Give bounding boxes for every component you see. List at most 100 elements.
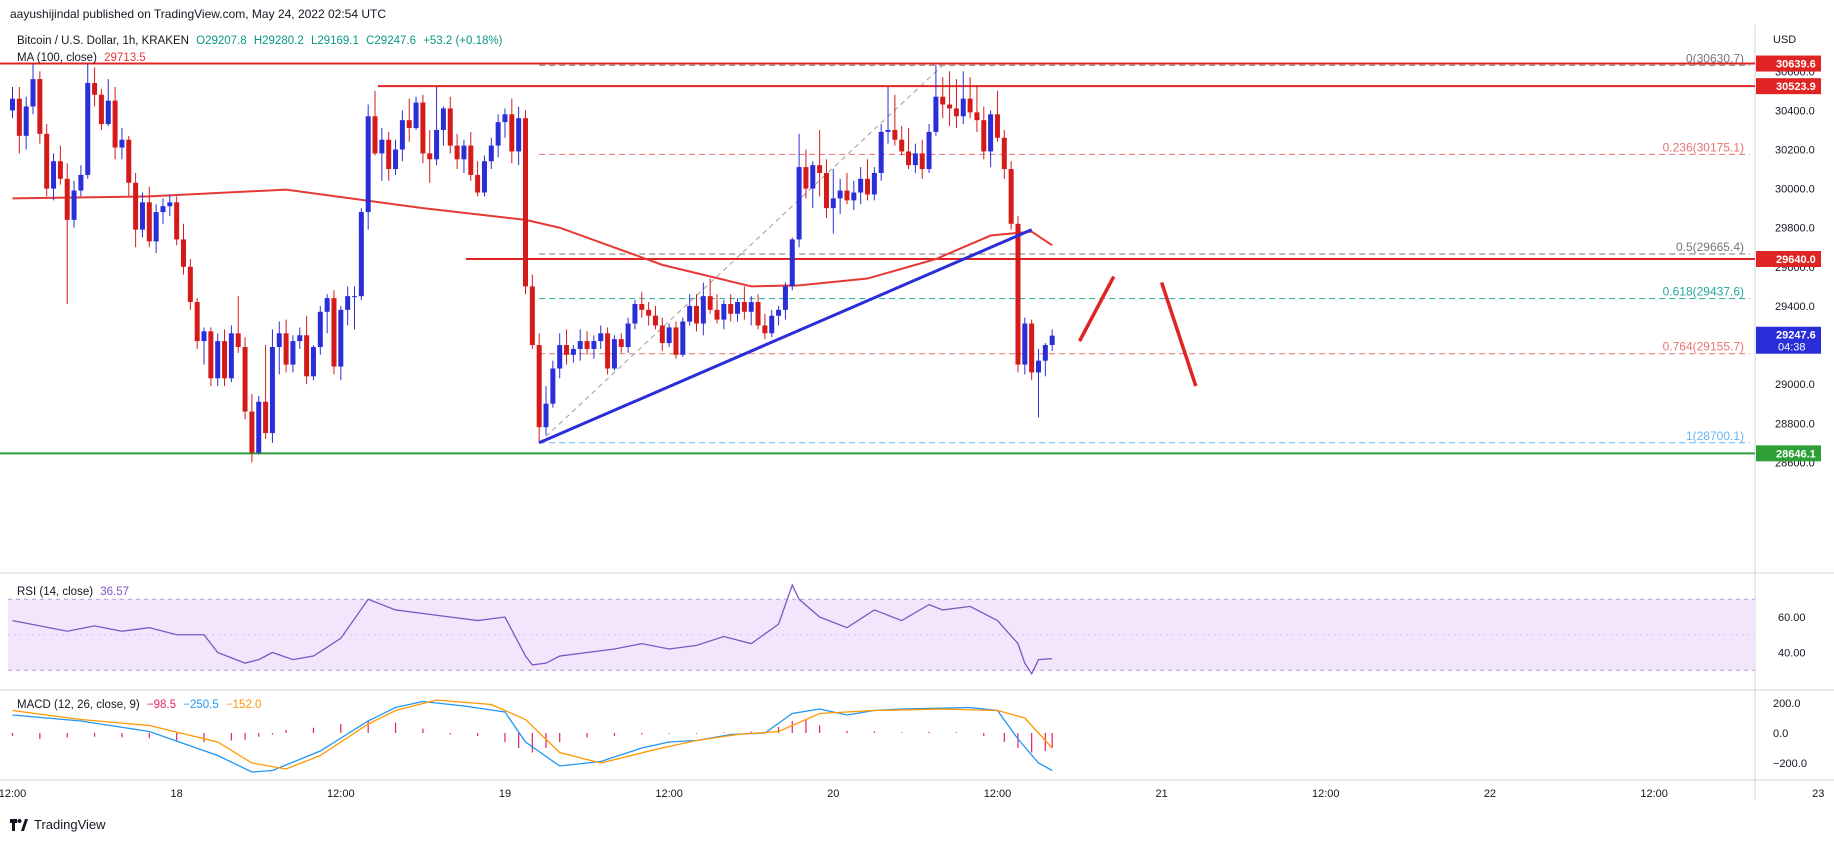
candle-body <box>71 190 77 220</box>
candle-body <box>933 96 939 132</box>
candle-body <box>317 311 323 347</box>
candle-body <box>741 302 747 312</box>
symbol-name: Bitcoin / U.S. Dollar, 1h, KRAKEN <box>17 35 189 47</box>
bullish-trendline <box>538 228 1033 445</box>
ohlc-open: O29207.8 <box>196 35 247 47</box>
price-change: +53.2 (+0.18%) <box>423 35 503 47</box>
candle-body <box>1042 345 1048 361</box>
candle-body <box>570 348 576 355</box>
level-tag-resistance-top <box>1756 55 1821 72</box>
macd-signal-value: −152.0 <box>225 699 262 711</box>
rsi-legend[interactable]: RSI (14, close) 36.57 <box>17 586 129 598</box>
candle-body <box>399 120 405 150</box>
macd-tick: 0.0 <box>1773 728 1788 740</box>
candle-body <box>871 172 877 195</box>
fibonacci-retracement[interactable]: 0(30630.7) 0.236(30175.1) 0.5(29665.4) 0.61… <box>538 51 1750 444</box>
macd-signal-line <box>12 699 1053 770</box>
candle-body <box>960 98 966 117</box>
candle-body <box>276 333 282 347</box>
candle-body <box>673 327 679 355</box>
candle-body <box>461 145 467 160</box>
candle-body <box>687 305 693 322</box>
candle-body <box>10 98 15 111</box>
candle-body <box>249 411 255 453</box>
drawings-layer[interactable] <box>538 228 1198 445</box>
rsi-pane: 60.00 40.00 <box>8 583 1806 676</box>
time-tick: 22 <box>1484 788 1496 800</box>
candle-body <box>269 346 275 434</box>
level-tag-text-support: 28646.1 <box>1776 448 1816 460</box>
fib-label-1: 1(28700.1) <box>1686 429 1744 443</box>
candle-body <box>947 104 953 109</box>
candle-body <box>413 102 419 128</box>
candle-body <box>324 298 330 312</box>
candle-body <box>611 339 617 369</box>
candle-body <box>372 116 378 154</box>
candle-body <box>85 83 91 175</box>
candle-body <box>126 139 132 183</box>
candle-body <box>440 108 446 130</box>
candle-body <box>865 178 870 195</box>
candle-body <box>830 198 836 209</box>
candle-body <box>30 79 36 107</box>
candle-body <box>652 315 658 326</box>
ma-label: MA (100, close) <box>17 52 97 64</box>
candle-body <box>386 139 392 170</box>
ohlc-close: C29247.6 <box>366 35 416 47</box>
candle-body <box>454 145 460 160</box>
candle-body <box>57 161 63 179</box>
candle-body <box>338 309 344 367</box>
candle-body <box>967 98 973 113</box>
candle-body <box>495 122 501 146</box>
candle-body <box>858 178 864 193</box>
candle-body <box>256 401 262 453</box>
axes-layer[interactable]: 30600.030400.030200.030000.029800.029600… <box>0 55 1834 800</box>
candle-body <box>823 172 829 209</box>
candle-body <box>174 202 180 240</box>
candle-body <box>598 333 604 342</box>
candle-body <box>659 325 665 344</box>
rsi-tick: 40.00 <box>1778 648 1806 660</box>
candle-body <box>468 145 474 175</box>
publish-line: aayushijindal published on TradingView.c… <box>10 7 387 21</box>
ma-legend[interactable]: MA (100, close) 29713.5 <box>17 52 146 64</box>
projection-stroke-1 <box>1077 275 1116 342</box>
candle-body <box>776 309 782 316</box>
rsi-line <box>12 583 1053 676</box>
candle-body <box>837 190 843 199</box>
candle-body <box>796 167 802 240</box>
candle-body <box>379 139 385 154</box>
candle-body <box>769 315 775 334</box>
price-tick: 29800.0 <box>1775 223 1815 235</box>
candles-layer <box>10 63 1055 463</box>
candle-body <box>639 303 645 310</box>
candle-body <box>755 302 761 326</box>
price-tick: 28800.0 <box>1775 418 1815 430</box>
candle-body <box>700 296 706 324</box>
current-price-tag <box>1756 326 1821 354</box>
candle-countdown: 04:38 <box>1778 342 1806 354</box>
tradingview-footer[interactable]: TradingView <box>10 817 106 832</box>
candle-body <box>666 327 672 344</box>
candle-body <box>98 94 104 125</box>
candle-body <box>728 303 734 314</box>
candle-body <box>23 106 29 136</box>
macd-label: MACD (12, 26, close, 9) <box>17 699 140 711</box>
candle-body <box>625 323 631 347</box>
candle-body <box>365 116 371 213</box>
symbol-legend[interactable]: Bitcoin / U.S. Dollar, 1h, KRAKEN O29207… <box>17 35 502 47</box>
macd-legend[interactable]: MACD (12, 26, close, 9) −98.5 −250.5 −15… <box>17 699 261 711</box>
candle-body <box>105 100 111 125</box>
time-tick: 12:00 <box>327 788 355 800</box>
macd-line <box>12 700 1053 773</box>
horizontal-levels[interactable] <box>0 62 1755 455</box>
candle-body <box>632 303 638 324</box>
current-price-text: 29247.6 <box>1776 330 1816 342</box>
candle-body <box>201 331 207 342</box>
candle-body <box>577 341 583 349</box>
candle-body <box>844 190 850 201</box>
candle-body <box>434 129 440 160</box>
candle-body <box>222 341 228 379</box>
candle-body <box>714 309 720 320</box>
